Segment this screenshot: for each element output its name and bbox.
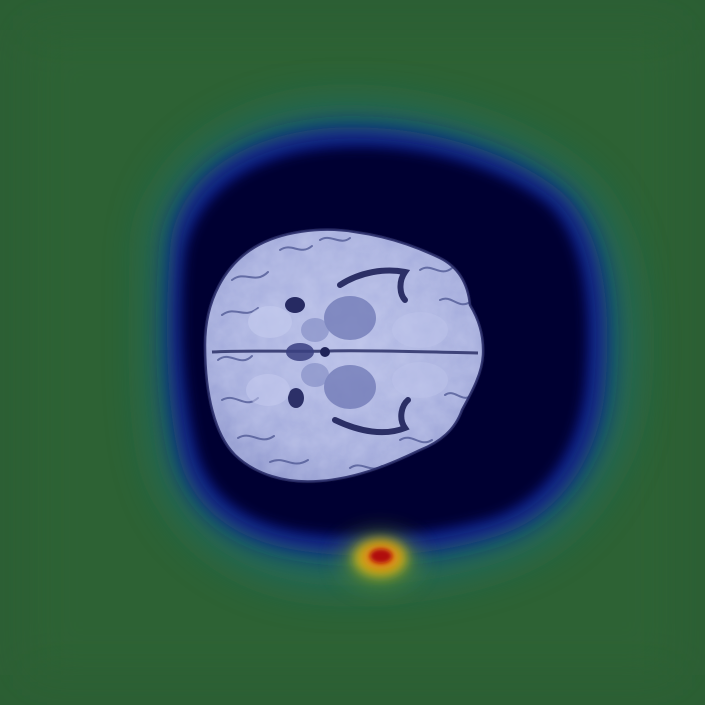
hotspot-red <box>370 549 392 563</box>
